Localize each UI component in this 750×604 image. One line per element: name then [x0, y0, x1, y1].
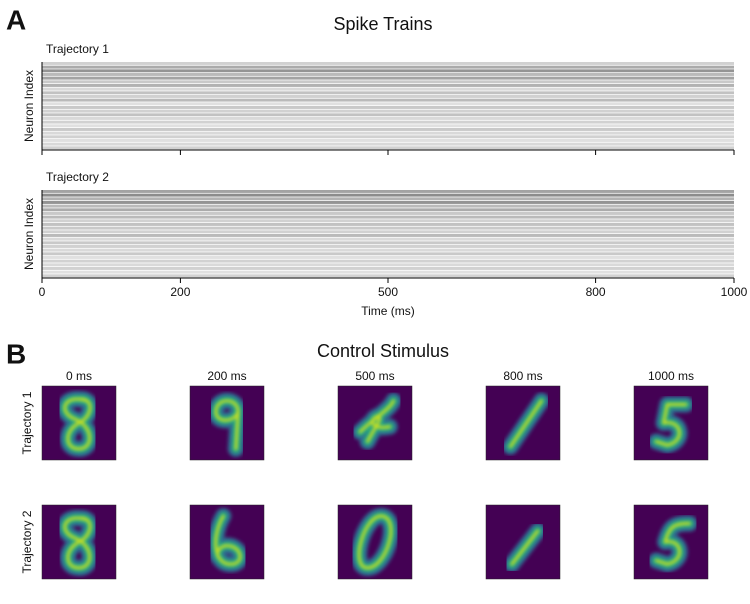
spike-row: [42, 77, 734, 80]
panel-label: A: [6, 4, 26, 35]
spike-row: [42, 106, 734, 109]
chart-title: Spike Trains: [333, 14, 432, 34]
spike-row: [42, 84, 734, 87]
spike-row: [42, 241, 734, 244]
spike-row: [42, 128, 734, 131]
digit: [65, 399, 90, 449]
stimulus-image: [486, 505, 560, 579]
column-label: 200 ms: [207, 369, 246, 383]
x-tick-label: 1000: [721, 285, 748, 299]
spike-row: [42, 208, 734, 211]
spike-row: [42, 121, 734, 124]
spike-row: [42, 117, 734, 120]
spike-row: [42, 80, 734, 83]
spike-row: [42, 212, 734, 215]
column-label: 800 ms: [503, 369, 542, 383]
x-axis-label: Time (ms): [361, 304, 415, 318]
y-axis-label: Neuron Index: [22, 198, 36, 270]
stimulus-image: [486, 386, 560, 460]
stimulus-image: [42, 505, 116, 579]
spike-row: [42, 245, 734, 248]
x-tick-label: 0: [39, 285, 46, 299]
spike-row: [42, 143, 734, 146]
x-tick-label: 500: [378, 285, 398, 299]
row-label: Trajectory 2: [20, 510, 34, 573]
spike-row: [42, 102, 734, 105]
spike-row: [42, 62, 734, 65]
panel-subtitle: Trajectory 1: [46, 42, 109, 56]
spike-row: [42, 91, 734, 94]
y-axis-label: Neuron Index: [22, 70, 36, 142]
spike-row: [42, 227, 734, 230]
stimulus-image: [338, 505, 412, 579]
spike-row: [42, 124, 734, 127]
stimulus-image: [634, 505, 708, 579]
spike-row: [42, 95, 734, 98]
figure: A Spike Trains Time (ms) B Control Stimu…: [0, 0, 750, 604]
chart-title: Control Stimulus: [317, 341, 449, 361]
stimulus-image: [634, 386, 708, 460]
spike-row: [42, 252, 734, 255]
spike-row: [42, 194, 734, 197]
spike-row: [42, 274, 734, 277]
spike-row: [42, 216, 734, 219]
spike-row: [42, 135, 734, 138]
spike-row: [42, 73, 734, 76]
stimulus-image: [190, 505, 264, 579]
stimulus-image: [190, 386, 264, 460]
panel-subtitle: Trajectory 2: [46, 170, 109, 184]
spike-row: [42, 132, 734, 135]
digit: [656, 405, 686, 446]
spike-row: [42, 69, 734, 72]
spike-row: [42, 113, 734, 116]
stimulus-image: [338, 386, 412, 460]
spike-row: [42, 234, 734, 237]
spike-row: [42, 271, 734, 274]
column-label: 0 ms: [66, 369, 92, 383]
stimulus-image: [42, 386, 116, 460]
spike-row: [42, 260, 734, 263]
column-label: 500 ms: [355, 369, 394, 383]
spike-row: [42, 230, 734, 233]
spike-row: [42, 88, 734, 91]
x-tick-label: 200: [170, 285, 190, 299]
column-label: 1000 ms: [648, 369, 694, 383]
spike-row: [42, 197, 734, 200]
spike-row: [42, 190, 734, 193]
spike-row: [42, 66, 734, 69]
spike-row: [42, 256, 734, 259]
digit: [656, 524, 689, 565]
spike-row: [42, 139, 734, 142]
spike-row: [42, 267, 734, 270]
spike-row: [42, 223, 734, 226]
row-label: Trajectory 1: [20, 391, 34, 454]
digit: [65, 518, 90, 568]
spike-row: [42, 263, 734, 266]
spike-row: [42, 99, 734, 102]
spike-row: [42, 205, 734, 208]
spike-row: [42, 249, 734, 252]
spike-row: [42, 201, 734, 204]
spike-row: [42, 219, 734, 222]
x-tick-label: 800: [586, 285, 606, 299]
spike-row: [42, 146, 734, 149]
spike-row: [42, 110, 734, 113]
spike-row: [42, 238, 734, 241]
panel-label: B: [6, 338, 26, 369]
